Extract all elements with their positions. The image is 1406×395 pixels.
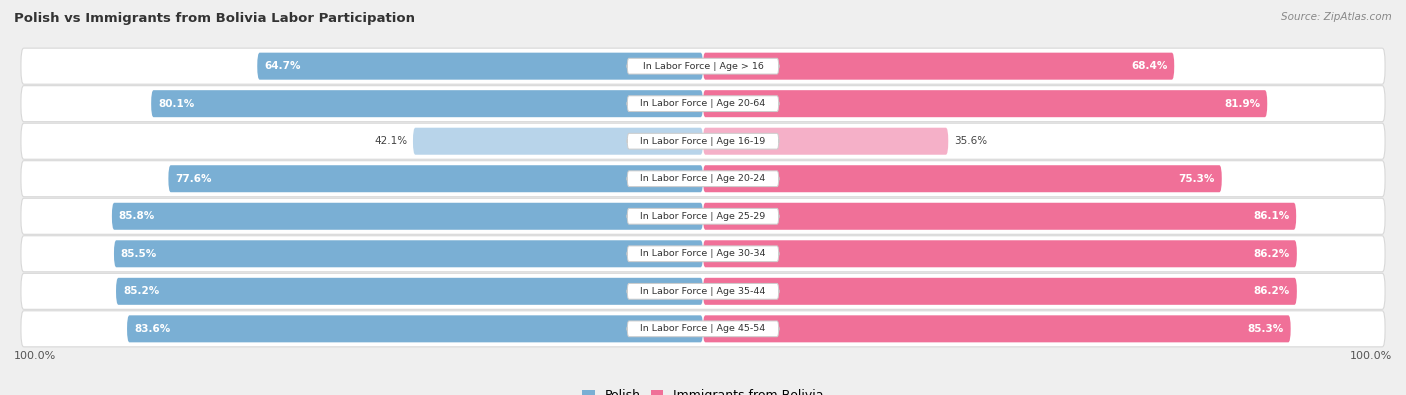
Text: 35.6%: 35.6% [953, 136, 987, 146]
FancyBboxPatch shape [257, 53, 703, 80]
FancyBboxPatch shape [627, 321, 779, 337]
Text: 64.7%: 64.7% [264, 61, 301, 71]
FancyBboxPatch shape [127, 315, 703, 342]
FancyBboxPatch shape [21, 123, 1385, 159]
FancyBboxPatch shape [703, 240, 1296, 267]
Text: 85.8%: 85.8% [118, 211, 155, 221]
FancyBboxPatch shape [114, 240, 703, 267]
Text: 83.6%: 83.6% [134, 324, 170, 334]
FancyBboxPatch shape [627, 246, 779, 261]
FancyBboxPatch shape [703, 203, 1296, 230]
FancyBboxPatch shape [21, 48, 1385, 84]
Text: 85.2%: 85.2% [122, 286, 159, 296]
Text: In Labor Force | Age > 16: In Labor Force | Age > 16 [643, 62, 763, 71]
Text: In Labor Force | Age 30-34: In Labor Force | Age 30-34 [640, 249, 766, 258]
Text: In Labor Force | Age 25-29: In Labor Force | Age 25-29 [640, 212, 766, 221]
Text: 42.1%: 42.1% [374, 136, 408, 146]
FancyBboxPatch shape [703, 90, 1267, 117]
FancyBboxPatch shape [627, 58, 779, 74]
FancyBboxPatch shape [703, 278, 1296, 305]
FancyBboxPatch shape [169, 165, 703, 192]
Text: In Labor Force | Age 16-19: In Labor Force | Age 16-19 [640, 137, 766, 146]
FancyBboxPatch shape [413, 128, 703, 155]
Text: In Labor Force | Age 20-64: In Labor Force | Age 20-64 [640, 99, 766, 108]
FancyBboxPatch shape [112, 203, 703, 230]
FancyBboxPatch shape [627, 284, 779, 299]
FancyBboxPatch shape [703, 165, 1222, 192]
FancyBboxPatch shape [627, 209, 779, 224]
Text: 85.3%: 85.3% [1247, 324, 1284, 334]
FancyBboxPatch shape [21, 161, 1385, 197]
Text: 81.9%: 81.9% [1225, 99, 1260, 109]
FancyBboxPatch shape [21, 311, 1385, 347]
Text: In Labor Force | Age 20-24: In Labor Force | Age 20-24 [640, 174, 766, 183]
FancyBboxPatch shape [627, 171, 779, 186]
FancyBboxPatch shape [21, 236, 1385, 272]
Text: 86.2%: 86.2% [1254, 286, 1289, 296]
Text: In Labor Force | Age 45-54: In Labor Force | Age 45-54 [640, 324, 766, 333]
Legend: Polish, Immigrants from Bolivia: Polish, Immigrants from Bolivia [578, 384, 828, 395]
FancyBboxPatch shape [152, 90, 703, 117]
FancyBboxPatch shape [117, 278, 703, 305]
FancyBboxPatch shape [703, 315, 1291, 342]
Text: 86.2%: 86.2% [1254, 249, 1289, 259]
Text: In Labor Force | Age 35-44: In Labor Force | Age 35-44 [640, 287, 766, 296]
Text: Source: ZipAtlas.com: Source: ZipAtlas.com [1281, 12, 1392, 22]
Text: 85.5%: 85.5% [121, 249, 157, 259]
FancyBboxPatch shape [21, 86, 1385, 122]
Text: 75.3%: 75.3% [1178, 174, 1215, 184]
Text: 77.6%: 77.6% [176, 174, 212, 184]
Text: 86.1%: 86.1% [1253, 211, 1289, 221]
FancyBboxPatch shape [21, 198, 1385, 234]
Text: Polish vs Immigrants from Bolivia Labor Participation: Polish vs Immigrants from Bolivia Labor … [14, 12, 415, 25]
FancyBboxPatch shape [627, 96, 779, 111]
Text: 68.4%: 68.4% [1130, 61, 1167, 71]
Text: 100.0%: 100.0% [1350, 352, 1392, 361]
FancyBboxPatch shape [21, 273, 1385, 309]
FancyBboxPatch shape [703, 53, 1174, 80]
Text: 80.1%: 80.1% [157, 99, 194, 109]
FancyBboxPatch shape [703, 128, 948, 155]
FancyBboxPatch shape [627, 134, 779, 149]
Text: 100.0%: 100.0% [14, 352, 56, 361]
